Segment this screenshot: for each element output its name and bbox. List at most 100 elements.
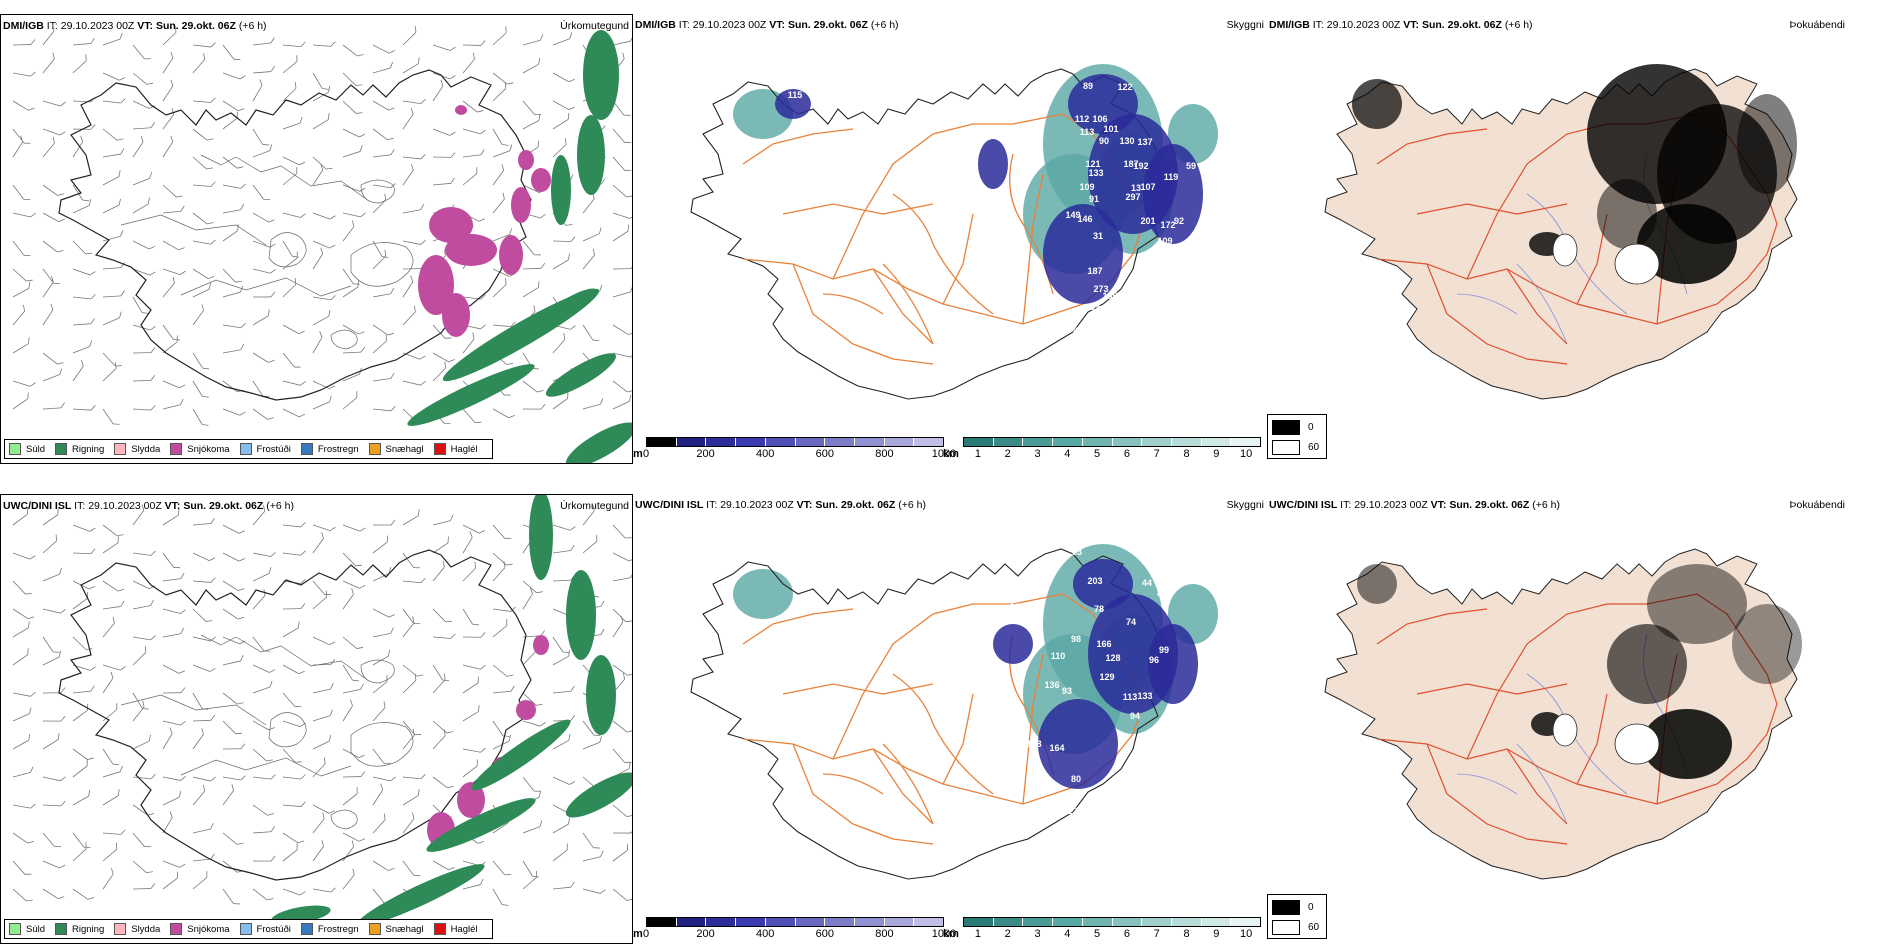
wind-barb (102, 580, 125, 592)
wind-barb (222, 380, 244, 393)
wind-barb (72, 703, 89, 722)
wind-barb (492, 278, 507, 298)
wind-barb (432, 560, 445, 582)
fog-map (1324, 548, 1802, 880)
wind-barb (342, 771, 366, 778)
wind-barb (222, 111, 238, 130)
iceland-outline (58, 549, 532, 881)
visibility-value: 99 (1159, 645, 1169, 655)
wind-barb (72, 268, 96, 276)
wind-barb (192, 517, 215, 526)
wind-barb (12, 608, 35, 620)
wind-barb (342, 324, 365, 335)
wind-barb (552, 72, 575, 83)
legend-label: Súld (26, 923, 46, 935)
wind-barb (132, 860, 153, 874)
visibility-value: 165 (1102, 291, 1117, 301)
wind-barb (402, 674, 417, 694)
wind-barb (432, 361, 446, 382)
wind-barb (522, 34, 544, 46)
wind-barb (612, 804, 632, 817)
wind-barb (612, 524, 632, 539)
wind-barb (132, 635, 156, 641)
wind-barb (582, 888, 606, 894)
wind-barb (252, 144, 273, 158)
visibility-m-ticks: 0 200 400 600 800 1000 (643, 448, 956, 462)
tick-label: 9 (1213, 928, 1220, 940)
wind-barb (492, 552, 513, 566)
visibility-km-colorbar (963, 917, 1261, 927)
wind-barb (252, 680, 273, 694)
wind-barb (342, 868, 355, 890)
wind-barb (222, 608, 245, 620)
wind-barb (342, 524, 366, 532)
wind-barb (72, 748, 94, 761)
wind-barb (192, 380, 209, 398)
fog-legend-swatch-0 (1272, 900, 1300, 915)
visibility-value: 74 (1126, 617, 1136, 627)
wind-barb (402, 26, 417, 46)
fog-map (1324, 64, 1798, 400)
tick-label: 200 (696, 928, 715, 940)
visibility-value: 133 (1088, 168, 1103, 178)
wind-barb (12, 304, 26, 326)
wind-barb (162, 608, 186, 614)
wind-barb (192, 776, 216, 782)
wind-barb (432, 44, 456, 51)
wind-barb (252, 664, 276, 673)
wind-barb (252, 212, 275, 223)
colorbar-cell (1053, 918, 1083, 926)
wind-barb (222, 832, 244, 845)
wind-barb (552, 881, 575, 890)
legend-item: Snæhagl (368, 923, 424, 935)
wind-barb (252, 66, 275, 74)
colorbar-cell (914, 438, 944, 446)
wind-barb (342, 184, 366, 192)
wind-barb (282, 116, 303, 130)
wind-barb (342, 391, 358, 410)
wind-barb (282, 832, 305, 844)
tick-label: 1000 (931, 448, 957, 460)
wind-barb (462, 149, 485, 158)
wind-barb (252, 855, 276, 862)
wind-barb (102, 198, 121, 214)
panel-header: UWC/DINI ISL IT: 29.10.2023 00Z VT: Sun.… (3, 500, 294, 512)
wind-barb (72, 318, 95, 326)
wind-barb (312, 163, 324, 186)
fog-indicator-panel-top: DMI/IGB IT: 29.10.2023 00Z VT: Sun. 29.o… (1267, 14, 1900, 464)
wind-barb (222, 44, 241, 60)
visibility-value: 137 (1137, 137, 1152, 147)
wind-barb (192, 156, 213, 170)
colorbar-cell (1082, 438, 1113, 446)
wind-barb (492, 72, 514, 85)
colorbar-cell (706, 438, 737, 446)
wind-barb (12, 380, 36, 387)
tick-label: 4 (1064, 928, 1071, 940)
wind-barb (192, 871, 208, 890)
wind-barb (612, 224, 630, 242)
wind-barb (192, 42, 216, 48)
wind-barb (102, 362, 117, 382)
visibility-value: 236 (1009, 602, 1024, 612)
wind-barb (162, 790, 182, 806)
rain-area (565, 772, 632, 818)
wind-barb (222, 636, 246, 645)
panel-header: UWC/DINI ISL IT: 29.10.2023 00Z VT: Sun.… (1269, 499, 1560, 511)
wind-barb (42, 303, 54, 326)
wind-barb (312, 72, 329, 90)
wind-barb (102, 842, 118, 862)
wind-barb (552, 817, 570, 834)
snow-area (511, 187, 531, 223)
visibility-km-ticks: 1 2 3 4 5 6 7 8 9 10 (963, 928, 1261, 942)
wind-barb (252, 720, 275, 731)
wind-barb (192, 577, 216, 583)
wind-barb (12, 707, 32, 722)
wind-barb (42, 368, 63, 382)
fog-legend-value-60: 60 (1308, 922, 1320, 933)
visibility-value: 110 (1051, 651, 1066, 661)
colorbar-cell (1023, 438, 1054, 446)
unit-m: m (633, 928, 643, 940)
wind-barb (612, 608, 632, 623)
fog-area (1737, 94, 1797, 194)
wind-barb (222, 524, 245, 534)
